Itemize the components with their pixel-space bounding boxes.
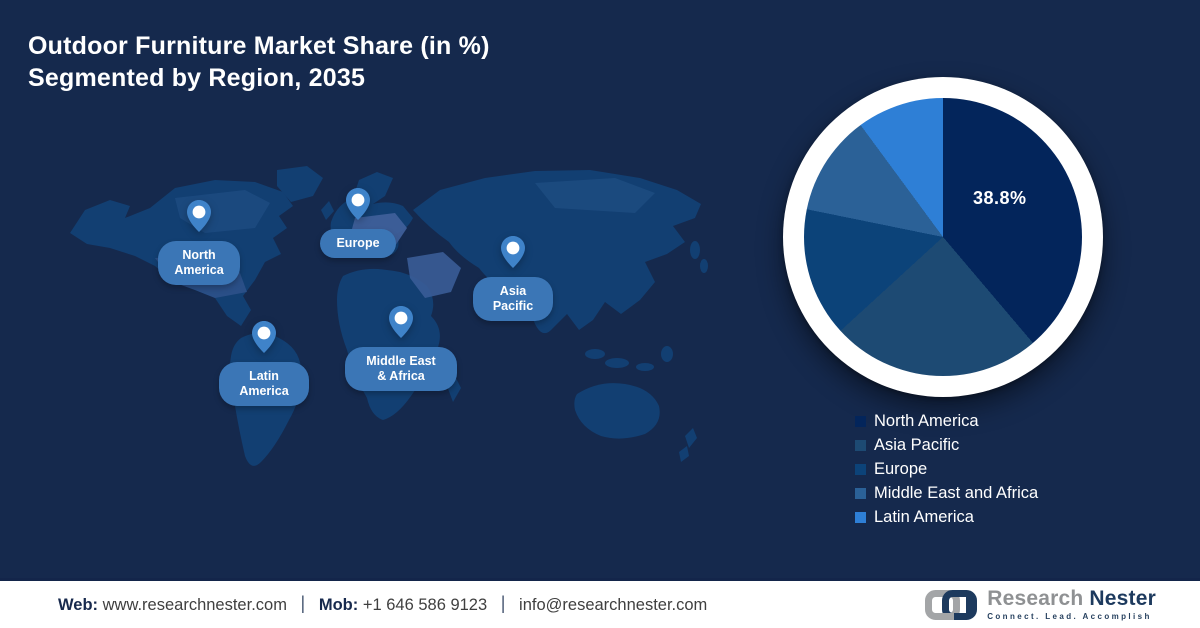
location-pin-icon xyxy=(252,321,276,353)
legend-item: Europe xyxy=(855,460,1038,478)
page-title-line2: Segmented by Region, 2035 xyxy=(28,64,366,92)
legend-swatch xyxy=(855,487,866,499)
pie-legend: North America Asia Pacific Europe Middle… xyxy=(855,412,1038,532)
website-url: www.researchnester.com xyxy=(102,596,287,614)
region-label-line: North xyxy=(182,248,216,262)
legend-label: Middle East and Africa xyxy=(874,483,1039,502)
page-title-line1: Outdoor Furniture Market Share (in %) xyxy=(28,32,490,60)
separator: | xyxy=(300,593,306,613)
location-pin-icon xyxy=(389,306,413,338)
brand-part1: Research xyxy=(987,587,1084,610)
brand-tagline: Connect. Lead. Accomplish xyxy=(987,612,1152,621)
map-pin-middle-east-africa: Middle East & Africa xyxy=(345,306,457,391)
location-pin-icon xyxy=(346,188,370,220)
region-label-line: Middle East xyxy=(366,354,436,368)
legend-item: Latin America xyxy=(855,508,1038,526)
region-label-asia-pacific: Asia Pacific xyxy=(473,277,553,321)
region-label-line: America xyxy=(239,383,289,398)
map-pin-asia-pacific: Asia Pacific xyxy=(473,236,553,321)
legend-swatch xyxy=(855,463,866,475)
separator: | xyxy=(500,593,506,613)
legend-item: Middle East and Africa xyxy=(855,484,1038,502)
legend-item: North America xyxy=(855,412,1038,430)
brand-name: Research Nester xyxy=(987,588,1156,609)
region-label-latin-america: Latin America xyxy=(219,362,309,406)
legend-swatch xyxy=(855,415,866,427)
research-nester-logo: Research Nester Connect. Lead. Accomplis… xyxy=(924,587,1156,623)
mob-label: Mob: xyxy=(318,596,359,614)
email-address: info@researchnester.com xyxy=(519,596,708,614)
pie-value-label: 38.8% xyxy=(973,188,1027,208)
region-label-line: America xyxy=(174,262,224,277)
region-label-line: Pacific xyxy=(492,298,534,313)
logo-text: Research Nester Connect. Lead. Accomplis… xyxy=(987,588,1156,621)
map-pin-north-america: North America xyxy=(158,200,240,285)
page-title: Outdoor Furniture Market Share (in %) Se… xyxy=(28,30,490,94)
region-label-line: Latin xyxy=(249,369,279,383)
legend-item: Asia Pacific xyxy=(855,436,1038,454)
footer-bar: Web: www.researchnester.com | Mob: +1 64… xyxy=(0,578,1200,628)
map-pin-latin-america: Latin America xyxy=(219,321,309,406)
phone-number: +1 646 586 9123 xyxy=(362,596,488,614)
region-label-line: Europe xyxy=(336,236,380,250)
contact-info: Web: www.researchnester.com | Mob: +1 64… xyxy=(58,593,708,615)
pie-chart: 38.8% xyxy=(783,77,1103,397)
region-label-line: Asia xyxy=(499,284,527,298)
legend-swatch xyxy=(855,439,866,451)
legend-label: Latin America xyxy=(874,507,974,526)
legend-label: Europe xyxy=(874,459,928,478)
location-pin-icon xyxy=(501,236,525,268)
brand-part2: Nester xyxy=(1089,587,1156,610)
legend-label: North America xyxy=(874,411,979,430)
legend-swatch xyxy=(855,511,866,523)
legend-label: Asia Pacific xyxy=(874,435,960,454)
region-label-north-america: North America xyxy=(158,241,240,285)
region-label-line: & Africa xyxy=(377,368,425,383)
location-pin-icon xyxy=(187,200,211,232)
map-pin-europe: Europe xyxy=(320,188,396,258)
pie-slices xyxy=(804,98,1082,376)
chain-link-logo-icon xyxy=(925,589,978,620)
web-label: Web: xyxy=(58,596,99,614)
region-label-europe: Europe xyxy=(320,229,396,258)
region-label-middle-east-africa: Middle East & Africa xyxy=(345,347,457,391)
